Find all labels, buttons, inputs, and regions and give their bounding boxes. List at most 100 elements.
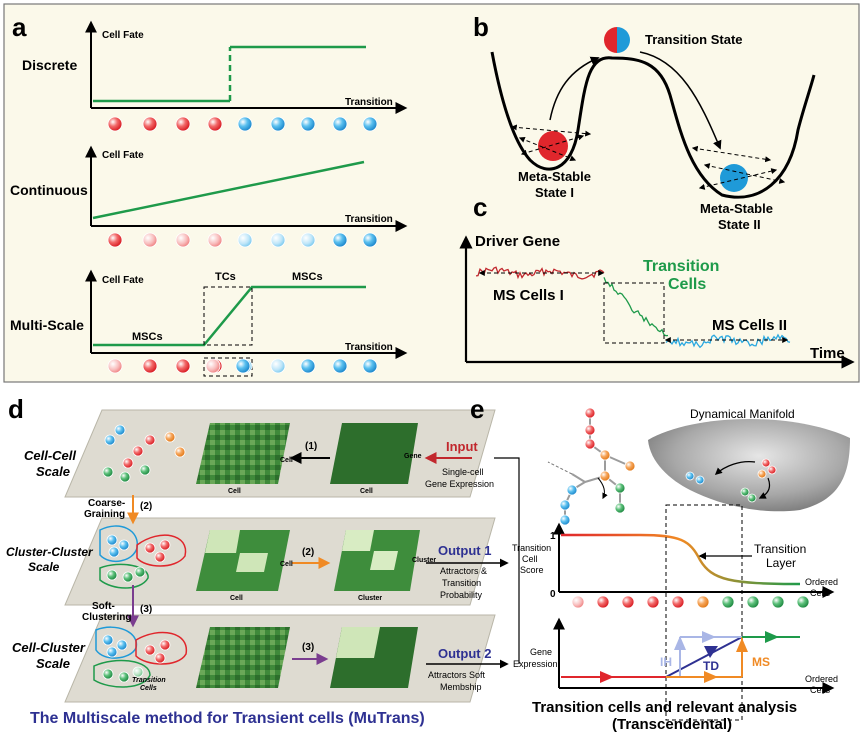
tag-ms: MS (752, 655, 770, 669)
tag-td: TD (703, 659, 719, 673)
tree-node (614, 502, 626, 514)
lineage-tree-nodes (559, 407, 636, 526)
manifold-node (695, 475, 705, 485)
cell-row-2-cell (300, 232, 316, 248)
input-title: Input (446, 439, 478, 454)
cell-row-2-cell (237, 232, 253, 248)
soft-clustering-label-2: Clustering (82, 612, 131, 623)
cell-row-3-cell (362, 358, 378, 374)
layer2-cell-node (159, 539, 171, 551)
transition-layer-label-2: Layer (766, 556, 796, 570)
step1-label: (1) (305, 441, 317, 452)
cell-row-3-cell (235, 358, 251, 374)
panel-a-continuous-plot: Cell Fate Transition Continuous (10, 145, 408, 232)
output2-desc-1: Attractors Soft (428, 670, 486, 680)
continuous-fate-line (92, 160, 365, 220)
ordered-cell (646, 595, 660, 609)
panel-d-label: d (8, 394, 24, 424)
green-cluster (99, 563, 149, 589)
score-tick-1: 1 (550, 531, 556, 542)
green-cluster-3 (93, 659, 151, 688)
ms-cells-1-label: MS Cells I (493, 287, 564, 304)
cell-row-3-cell (300, 358, 316, 374)
gene-ylabel-1: Gene (530, 647, 552, 657)
soft-clustering-label-1: Soft- (92, 601, 115, 612)
tree-node (566, 484, 578, 496)
tree-node (599, 470, 611, 482)
hm1-axis-gene: Gene (404, 453, 422, 460)
state2-label-line1: Meta-Stable (700, 201, 773, 216)
manifold-node (685, 471, 695, 481)
layer3-cell-node (154, 652, 166, 664)
row-label: Multi-Scale (10, 317, 84, 333)
panel-a-cell-rows (107, 116, 378, 374)
x-axis-label: Transition (345, 342, 393, 353)
cell-row-1-cell (332, 116, 348, 132)
cell-row-1-cell (237, 116, 253, 132)
panel-e-caption-2: (Transcendental) (612, 716, 732, 732)
ordered-cell (571, 595, 585, 609)
tc-label: TCs (215, 271, 236, 283)
td-line (665, 636, 743, 678)
layer2-cell-node (154, 551, 166, 563)
tree-node (599, 449, 611, 461)
transition-score-plot (553, 504, 835, 721)
manifold-node (740, 487, 750, 497)
layer3-cell-node (116, 639, 128, 651)
panel-d-layers (64, 409, 496, 703)
layer1-cell-node (114, 424, 126, 436)
manifold-nodes (685, 458, 777, 503)
transition-cells-tag-1: Transition (132, 677, 166, 684)
multiscale-fate-curve (93, 285, 366, 347)
ordered-cell (596, 595, 610, 609)
layer2-cell-node (106, 569, 118, 581)
ordered-cell (746, 595, 760, 609)
tree-node (584, 407, 596, 419)
output2-desc-2: Membship (440, 682, 482, 692)
driver-gene-plot (459, 235, 855, 369)
ordered-cell (721, 595, 735, 609)
ordered-cell (671, 595, 685, 609)
transition-dashed-box (603, 282, 665, 344)
layer2-cell-node (108, 546, 120, 558)
panel-d-caption: The Multiscale method for Transient cell… (30, 710, 425, 727)
cell-row-3-cell (142, 358, 158, 374)
transition-layer-box (665, 504, 743, 721)
tree-node (584, 438, 596, 450)
transition-cells-label-2: Cells (668, 276, 706, 293)
gene-ylabel-2: Expression (513, 659, 558, 669)
layer2-cell-node (118, 539, 130, 551)
driver-gene-label: Driver Gene (475, 233, 560, 250)
heatmap-cell-cell (196, 423, 290, 484)
cell-row-3-cell (205, 358, 221, 374)
panel-d-cell-nodes (102, 424, 186, 683)
state1-ball (538, 131, 568, 161)
y-axis-label: Cell Fate (102, 150, 144, 161)
energy-landscape (490, 27, 816, 199)
soft-clustering-num: (3) (140, 604, 152, 615)
layer3-title-1: Cell-Cluster (12, 640, 86, 655)
cell-row-2-cell (107, 232, 123, 248)
output2-title: Output 2 (438, 646, 491, 661)
panel-a-label: a (12, 12, 27, 42)
cell-row-1-cell (107, 116, 123, 132)
input-desc-2: Gene Expression (425, 479, 494, 489)
ordered-cells-row (571, 595, 810, 609)
ordered-cell (771, 595, 785, 609)
msc-label-left: MSCs (132, 331, 163, 343)
y-axis-label: Cell Fate (102, 30, 144, 41)
layer1-cell-node (122, 457, 134, 469)
ordered-cell (621, 595, 635, 609)
layer2-cell-node (144, 542, 156, 554)
cell-row-3-cell (175, 358, 191, 374)
cell-row-2-cell (142, 232, 158, 248)
hm1-axis-cell-a: Cell (280, 457, 293, 464)
cell-row-1-cell (175, 116, 191, 132)
gene-expression-plot (553, 617, 835, 694)
layer1-cell-node (132, 445, 144, 457)
output1-desc-3: Probability (440, 590, 483, 600)
layer3-cell-node (159, 639, 171, 651)
hm2-axis-cluster-b: Cluster (358, 595, 382, 602)
y-axis-label: Cell Fate (102, 275, 144, 286)
panel-e-caption-1: Transition cells and relevant analysis (532, 699, 797, 716)
